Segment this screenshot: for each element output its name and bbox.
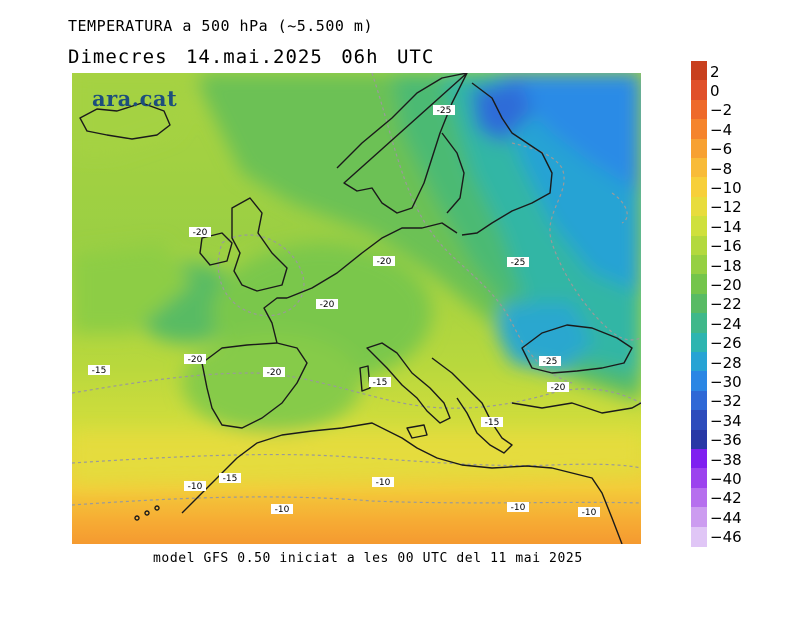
scale-label: −34 [710, 411, 742, 430]
scale-label: −18 [710, 256, 742, 275]
color-swatch [691, 235, 707, 256]
color-swatch [691, 293, 707, 314]
contour-label: -25 [543, 357, 558, 367]
temperature-field [72, 73, 641, 483]
color-scale [691, 61, 707, 556]
scale-label: −4 [710, 120, 733, 139]
color-swatch [691, 80, 707, 101]
contour-label: -10 [275, 505, 290, 515]
scale-label: −40 [710, 469, 742, 488]
scale-label: −36 [710, 431, 742, 450]
color-swatch [691, 429, 707, 450]
contour-label: -20 [320, 300, 335, 310]
color-swatch [691, 468, 707, 489]
scale-label: −10 [710, 178, 742, 197]
color-swatch [691, 371, 707, 392]
scale-label: −44 [710, 508, 742, 527]
contour-label: -20 [193, 228, 208, 238]
contour-label: -25 [437, 106, 452, 116]
scale-label: −30 [710, 372, 742, 391]
contour-label: -10 [376, 478, 391, 488]
color-swatch [691, 61, 707, 81]
color-swatch [691, 138, 707, 159]
model-info: model GFS 0.50 iniciat a les 00 UTC del … [153, 551, 583, 566]
color-swatch [691, 390, 707, 411]
scale-label: −12 [710, 198, 742, 217]
contour-label: -15 [92, 366, 107, 376]
valid-time: Dimecres 14.mai.2025 06h UTC [68, 46, 435, 68]
color-swatch [691, 119, 707, 140]
color-swatch [691, 255, 707, 275]
color-swatch [691, 177, 707, 198]
color-swatch [691, 99, 707, 120]
scale-label: −42 [710, 489, 742, 508]
chart-title: TEMPERATURA a 500 hPa (~5.500 m) [68, 17, 373, 35]
scale-label: −16 [710, 237, 742, 256]
contour-label: -10 [188, 482, 203, 492]
scale-label: −20 [710, 275, 742, 294]
scale-label: −14 [710, 217, 742, 236]
color-swatch [691, 410, 707, 431]
coastlines [79, 73, 641, 544]
scale-label: −22 [710, 295, 742, 314]
contour-label: -10 [582, 508, 597, 518]
color-swatch [691, 196, 707, 217]
contour-label: -15 [485, 418, 500, 428]
contour-labels: -25 -20 -20 -25 -20 -20 -20 -15 -20 -15 … [88, 105, 600, 518]
color-swatch [691, 216, 707, 237]
contour-label: -20 [551, 383, 566, 393]
color-swatch [691, 274, 707, 295]
temperature-map: -25 -20 -20 -25 -20 -20 -20 -15 -20 -15 … [72, 73, 641, 544]
contour-label: -15 [223, 474, 238, 484]
scale-label: −6 [710, 140, 733, 159]
contour-label: -10 [511, 503, 526, 513]
scale-label: −46 [710, 528, 742, 547]
scale-label: 2 [710, 62, 720, 81]
contour-label: -20 [188, 355, 203, 365]
color-swatch [691, 507, 707, 528]
isotherms [72, 73, 641, 506]
color-swatch [691, 332, 707, 353]
color-swatch [691, 449, 707, 469]
color-swatch [691, 487, 707, 508]
scale-label: −38 [710, 450, 742, 469]
scale-label: −28 [710, 353, 742, 372]
contour-label: -20 [377, 257, 392, 267]
brand-logo: ara.cat [92, 86, 178, 111]
color-swatch [691, 352, 707, 372]
contour-label: -20 [267, 368, 282, 378]
color-swatch [691, 526, 707, 547]
scale-label: −8 [710, 159, 733, 178]
scale-label: −24 [710, 314, 742, 333]
contour-label: -15 [373, 378, 388, 388]
color-swatch [691, 313, 707, 334]
scale-label: −32 [710, 392, 742, 411]
contour-label: -25 [511, 258, 526, 268]
color-swatch [691, 158, 707, 178]
scale-label: −2 [710, 101, 733, 120]
scale-label: 0 [710, 81, 720, 100]
scale-label: −26 [710, 334, 742, 353]
